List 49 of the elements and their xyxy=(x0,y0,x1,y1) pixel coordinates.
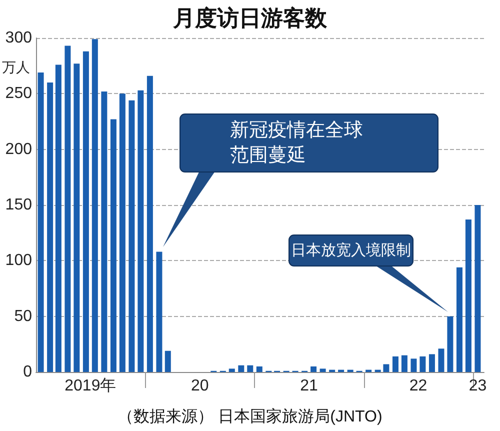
bar xyxy=(119,94,126,372)
x-tick-label: 22 xyxy=(409,378,428,394)
bar xyxy=(138,90,144,372)
bar xyxy=(82,51,89,372)
y-tick-label: 200 xyxy=(5,140,32,158)
bar xyxy=(128,100,135,372)
text: （数据来源） 日本国家旅游局(JNTO) xyxy=(118,408,382,426)
bar xyxy=(164,350,171,372)
bar xyxy=(447,316,454,372)
annotation: 日本放宽入境限制 xyxy=(291,240,411,260)
bar xyxy=(156,252,162,372)
bar xyxy=(310,366,317,372)
y-axis-title: 万人 xyxy=(2,59,30,75)
bar xyxy=(38,72,44,372)
bar xyxy=(438,348,444,372)
y-tick-label: 50 xyxy=(14,308,32,325)
y-tick-label: 150 xyxy=(5,196,32,214)
bar xyxy=(64,46,71,372)
y-tick-label: 300 xyxy=(5,30,32,46)
bar xyxy=(420,356,426,372)
bar xyxy=(410,358,417,372)
x-tick-label: 20 xyxy=(190,378,209,394)
x-tick-label: 23 xyxy=(468,378,487,394)
bar xyxy=(101,91,108,372)
bar xyxy=(92,39,98,372)
bar xyxy=(238,365,244,372)
bar xyxy=(456,267,462,372)
bar xyxy=(247,365,254,372)
bar xyxy=(401,355,408,372)
bar xyxy=(110,119,116,372)
x-tick-label: 21 xyxy=(300,378,318,394)
bar xyxy=(74,64,80,372)
bar xyxy=(383,364,390,372)
y-tick-label: 0 xyxy=(23,364,32,380)
y-tick-label: 250 xyxy=(5,85,32,102)
bar xyxy=(392,356,398,372)
x-tick-label: 2019年 xyxy=(64,378,116,394)
bar xyxy=(474,205,481,372)
bar xyxy=(428,354,435,372)
bar xyxy=(228,368,235,372)
y-tick-label: 100 xyxy=(5,252,32,270)
bar xyxy=(55,64,62,372)
bar xyxy=(320,368,326,372)
annotation: 新冠疫情在全球范围蔓延 xyxy=(230,118,364,168)
bar xyxy=(256,366,262,372)
bar xyxy=(146,76,153,372)
bar xyxy=(465,219,472,372)
bar xyxy=(47,82,54,372)
chart-title: 月度访日游客数 xyxy=(172,6,328,30)
